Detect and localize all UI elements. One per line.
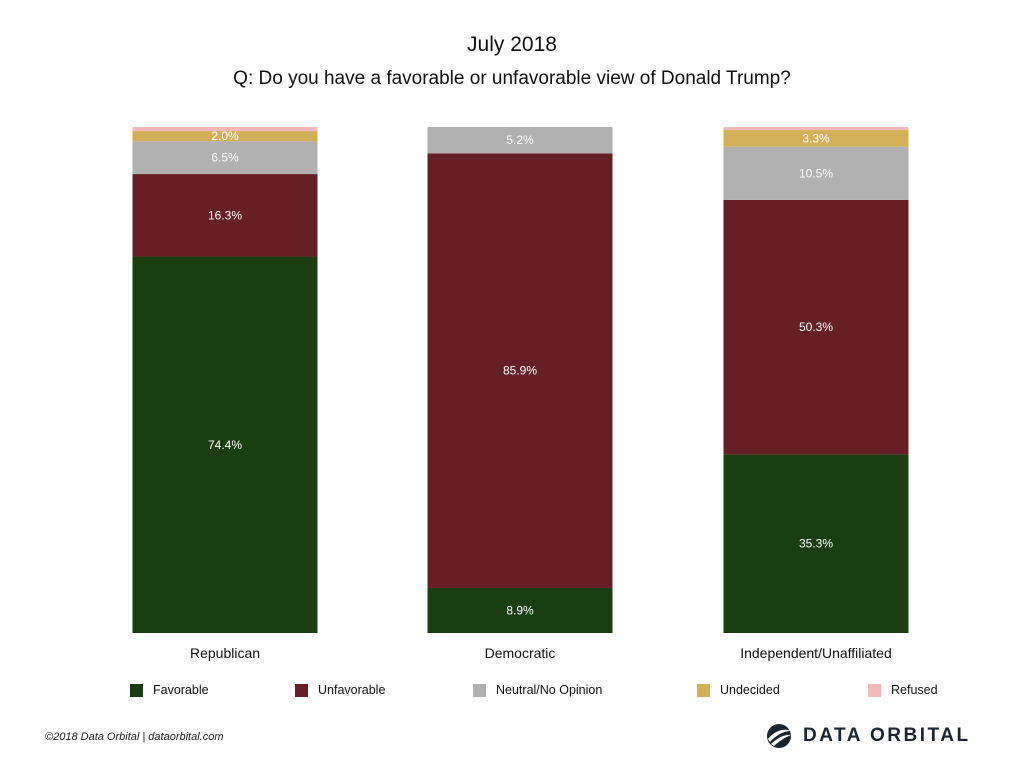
chart-subtitle: Q: Do you have a favorable or unfavorabl… [233, 68, 791, 89]
legend-label: Favorable [153, 683, 209, 697]
legend-item-refused: Refused [868, 683, 938, 697]
bar-unfavorable-republican [132, 174, 318, 257]
bar-favorable-independent-unaffiliated [723, 454, 909, 633]
legend-item-undecided: Undecided [697, 683, 780, 697]
brand-name: DATA ORBITAL [803, 725, 971, 746]
data-label: 5.2% [506, 133, 534, 147]
data-label: 85.9% [503, 364, 537, 378]
category-label: Republican [190, 645, 260, 661]
legend-swatch [295, 683, 308, 697]
legend-swatch [697, 683, 710, 697]
legend-label: Refused [891, 683, 938, 697]
bar-favorable-republican [132, 256, 318, 633]
category-label: Independent/Unaffiliated [740, 645, 892, 661]
bar-undecided-independent-unaffiliated [723, 130, 909, 147]
bar-unfavorable-independent-unaffiliated [723, 199, 909, 455]
data-label: 6.5% [211, 151, 239, 165]
chart-title: July 2018 [467, 33, 557, 56]
data-label: 35.3% [799, 537, 833, 551]
data-label: 74.4% [208, 438, 242, 452]
chart-legend: Favorable Unfavorable Neutral/No Opinion Un… [0, 683, 1024, 701]
category-label: Democratic [485, 645, 556, 661]
legend-swatch [473, 683, 486, 697]
legend-swatch [130, 683, 143, 697]
legend-item-favorable: Favorable [130, 683, 209, 697]
bar-favorable-democratic [427, 587, 613, 633]
bar-neutral-no-opinion-independent-unaffiliated [723, 146, 909, 200]
bar-neutral-no-opinion-republican [132, 141, 318, 175]
data-label: 2.0% [211, 129, 239, 143]
data-label: 8.9% [506, 603, 534, 617]
data-label: 3.3% [802, 131, 830, 145]
brand-logo: DATA ORBITAL [765, 722, 971, 750]
bar-unfavorable-democratic [427, 153, 613, 588]
legend-label: Unfavorable [318, 683, 386, 697]
legend-item-unfavorable: Unfavorable [295, 683, 385, 697]
bar-undecided-republican [132, 131, 318, 142]
legend-item-neutral-no-opinion: Neutral/No Opinion [473, 683, 602, 697]
data-label: 10.5% [799, 166, 833, 180]
data-label: 16.3% [208, 208, 242, 222]
bar-refused-independent-unaffiliated [723, 127, 909, 131]
bar-refused-republican [132, 127, 318, 132]
copyright-note: ©2018 Data Orbital | dataorbital.com [45, 731, 224, 743]
legend-label: Neutral/No Opinion [496, 683, 603, 697]
orbital-logo-icon [767, 724, 791, 748]
legend-swatch [868, 683, 881, 697]
stacked-bar-chart: 74.4% 16.3% 6.5% 2.0% Republican 8.9% 85.9% 5.2… [132, 127, 909, 661]
legend-label: Undecided [720, 683, 780, 697]
bar-neutral-no-opinion-democratic [427, 127, 613, 154]
data-label: 50.3% [799, 320, 833, 334]
